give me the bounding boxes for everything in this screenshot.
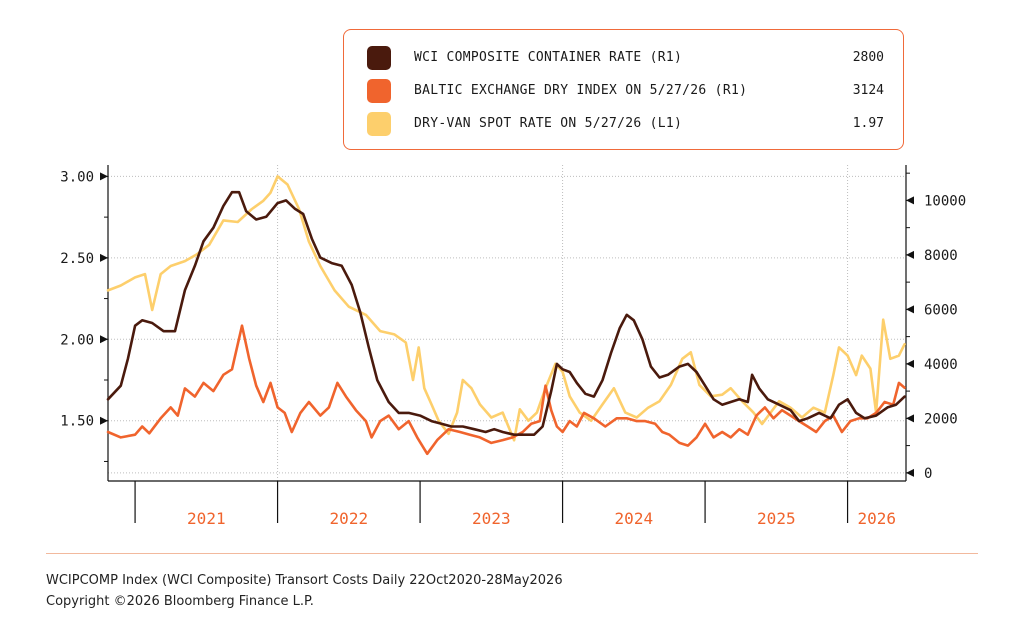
footer-source: WCIPCOMP Index (WCI Composite) Transort … bbox=[46, 573, 563, 588]
left-tick-label: 2.50 bbox=[60, 251, 94, 267]
legend-label-baltic: BALTIC EXCHANGE DRY INDEX ON 5/27/26 (R1… bbox=[414, 83, 748, 98]
legend-value-wci: 2800 bbox=[852, 50, 884, 65]
x-tick-label: 2024 bbox=[615, 509, 654, 528]
x-axis: 2021 2022 2023 2024 2025 2026 bbox=[108, 480, 906, 528]
left-tick-marker bbox=[100, 335, 108, 344]
right-tick-marker bbox=[906, 196, 914, 205]
right-axis: 0 2000 4000 6000 8000 10000 bbox=[905, 165, 966, 482]
right-tick-label: 0 bbox=[924, 466, 932, 482]
left-tick-label: 2.00 bbox=[60, 332, 94, 348]
right-tick-marker bbox=[906, 305, 914, 314]
series-line-0 bbox=[106, 175, 906, 442]
series-group bbox=[106, 175, 906, 456]
legend-swatch-wci bbox=[367, 46, 391, 70]
left-tick-marker bbox=[100, 416, 108, 425]
right-tick-marker bbox=[906, 468, 914, 477]
legend-value-baltic: 3124 bbox=[852, 83, 884, 98]
footer-divider bbox=[46, 553, 978, 554]
footer-copyright: Copyright ©2026 Bloomberg Finance L.P. bbox=[46, 594, 314, 609]
x-tick-label: 2023 bbox=[472, 509, 511, 528]
legend-value-dryvan: 1.97 bbox=[852, 116, 884, 131]
left-tick-label: 1.50 bbox=[60, 414, 94, 430]
right-tick-label: 6000 bbox=[924, 302, 958, 318]
left-tick-marker bbox=[100, 172, 108, 181]
right-tick-label: 8000 bbox=[924, 248, 958, 264]
legend-item-wci: WCI COMPOSITE CONTAINER RATE (R1) 2800 bbox=[364, 43, 884, 73]
left-tick-label: 3.00 bbox=[60, 169, 94, 185]
legend-swatch-dryvan bbox=[367, 112, 391, 136]
right-tick-label: 4000 bbox=[924, 357, 958, 373]
legend: WCI COMPOSITE CONTAINER RATE (R1) 2800 B… bbox=[343, 29, 904, 150]
right-tick-marker bbox=[906, 359, 914, 368]
series-line-1 bbox=[106, 324, 906, 456]
right-tick-label: 2000 bbox=[924, 411, 958, 427]
left-axis: 1.50 2.00 2.50 3.00 bbox=[60, 165, 109, 481]
x-tick-label: 2026 bbox=[858, 509, 897, 528]
x-tick-label: 2021 bbox=[187, 509, 226, 528]
right-tick-marker bbox=[906, 414, 914, 423]
legend-label-dryvan: DRY-VAN SPOT RATE ON 5/27/26 (L1) bbox=[414, 116, 683, 131]
series-line-2 bbox=[106, 190, 906, 437]
x-tick-label: 2022 bbox=[330, 509, 369, 528]
legend-item-dryvan: DRY-VAN SPOT RATE ON 5/27/26 (L1) 1.97 bbox=[364, 109, 884, 139]
x-tick-label: 2025 bbox=[757, 509, 796, 528]
left-tick-marker bbox=[100, 253, 108, 262]
right-tick-label: 10000 bbox=[924, 193, 966, 209]
legend-item-baltic: BALTIC EXCHANGE DRY INDEX ON 5/27/26 (R1… bbox=[364, 76, 884, 106]
legend-swatch-baltic bbox=[367, 79, 391, 103]
right-tick-marker bbox=[906, 250, 914, 259]
legend-label-wci: WCI COMPOSITE CONTAINER RATE (R1) bbox=[414, 50, 683, 65]
